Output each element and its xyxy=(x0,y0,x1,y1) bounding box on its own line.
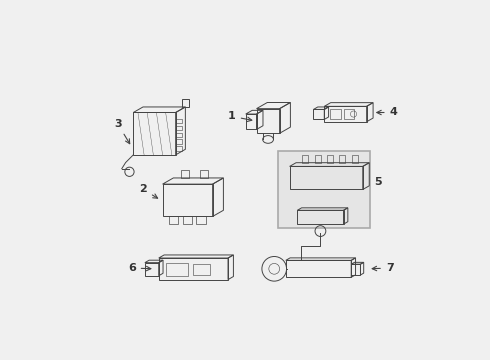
Bar xyxy=(183,216,192,224)
Bar xyxy=(344,109,354,119)
Bar xyxy=(175,139,182,144)
Bar xyxy=(181,170,189,178)
Bar xyxy=(194,264,210,275)
Bar xyxy=(175,132,182,137)
Bar xyxy=(278,151,370,228)
Text: 3: 3 xyxy=(114,119,130,144)
Bar xyxy=(196,216,206,224)
Bar xyxy=(175,119,182,123)
Text: 2: 2 xyxy=(140,184,158,198)
Bar xyxy=(175,147,182,151)
Text: 1: 1 xyxy=(228,111,252,122)
Text: 6: 6 xyxy=(128,263,151,273)
Bar xyxy=(169,216,178,224)
Bar xyxy=(330,109,341,119)
Text: 5: 5 xyxy=(374,177,382,187)
Text: 4: 4 xyxy=(377,108,397,117)
Text: 7: 7 xyxy=(372,263,393,273)
Bar xyxy=(181,99,189,107)
Bar xyxy=(167,264,188,276)
Bar xyxy=(175,126,182,130)
Bar xyxy=(200,170,208,178)
